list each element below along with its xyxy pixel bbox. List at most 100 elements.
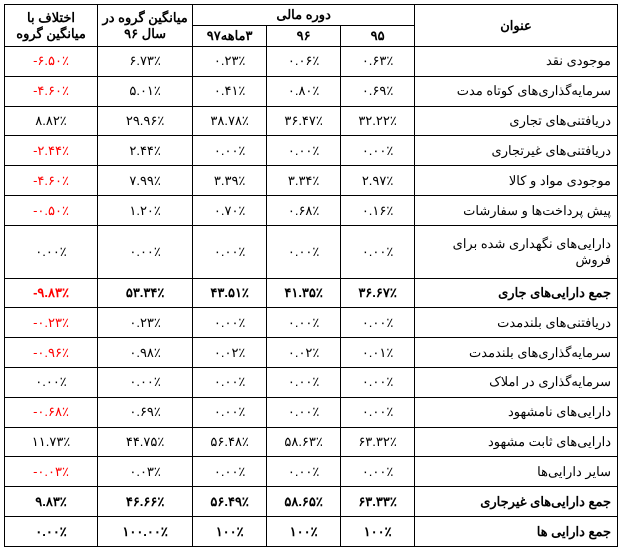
row-title: موجودی مواد و کالا — [415, 166, 618, 196]
value-cell: ٠.٠٠٪ — [267, 368, 341, 398]
value-cell: ٠.٠٠٪ — [193, 225, 267, 278]
diff-cell: -٠.٢٣٪ — [5, 308, 98, 338]
value-cell: ٠.٠١٪ — [341, 338, 415, 368]
table-row: سرمایه‌گذاری‌های بلندمدت٠.٠١٪٠.٠٢٪٠.٠٢٪٠… — [5, 338, 618, 368]
row-title: دارایی‌های نگهداری شده برای فروش — [415, 225, 618, 278]
diff-cell: -٢.۴۴٪ — [5, 136, 98, 166]
row-title: سرمایه‌گذاری‌های کوتاه مدت — [415, 76, 618, 106]
diff-cell: -٠.۵٠٪ — [5, 196, 98, 226]
value-cell: ۴٣.۵١٪ — [193, 278, 267, 308]
diff-cell: -۴.۶٠٪ — [5, 76, 98, 106]
diff-cell: ٨.٨٢٪ — [5, 106, 98, 136]
table-row: دریافتنی‌های غیرتجاری٠.٠٠٪٠.٠٠٪٠.٠٠٪٢.۴۴… — [5, 136, 618, 166]
value-cell: ٠.٠٠٪ — [193, 368, 267, 398]
table-row: سرمایه‌گذاری در املاک٠.٠٠٪٠.٠٠٪٠.٠٠٪٠.٠٠… — [5, 368, 618, 398]
diff-cell: ٠.٠٠٪ — [5, 517, 98, 547]
row-title: جمع دارایی‌های غیرجاری — [415, 487, 618, 517]
value-cell: ۵٨.۶۵٪ — [267, 487, 341, 517]
row-title: سایر دارایی‌ها — [415, 457, 618, 487]
value-cell: ٠.٠٠٪ — [267, 136, 341, 166]
value-cell: ٠.٠٠٪ — [98, 225, 193, 278]
header-avg: میانگین گروه در سال ۹۶ — [98, 5, 193, 47]
value-cell: ٠.٠٠٪ — [267, 308, 341, 338]
header-title: عنوان — [415, 5, 618, 47]
table-row: دریافتنی‌های تجاری٣٢.٢٢٪٣۶.۴٧٪٣٨.٧٨٪٢٩.٩… — [5, 106, 618, 136]
header-period: دوره مالی — [193, 5, 415, 26]
value-cell: ٠.٢٣٪ — [98, 308, 193, 338]
value-cell: ٠.٠٠٪ — [267, 397, 341, 427]
row-title: دارایی‌های نامشهود — [415, 397, 618, 427]
value-cell: ۵٨.۶٣٪ — [267, 427, 341, 457]
value-cell: ١٠٠٪ — [267, 517, 341, 547]
value-cell: ۵۶.۴٨٪ — [193, 427, 267, 457]
value-cell: ٠.٢٣٪ — [193, 47, 267, 77]
value-cell: ٣٢.٢٢٪ — [341, 106, 415, 136]
header-y96: ۹۶ — [267, 26, 341, 47]
row-title: موجودی نقد — [415, 47, 618, 77]
financial-table: عنوان دوره مالی میانگین گروه در سال ۹۶ ا… — [4, 4, 618, 547]
value-cell: ٠.٠۶٪ — [267, 47, 341, 77]
value-cell: ٠.٠٢٪ — [193, 338, 267, 368]
value-cell: ٣٨.٧٨٪ — [193, 106, 267, 136]
value-cell: ٠.٠٠٪ — [341, 397, 415, 427]
value-cell: ٣۶.۶٧٪ — [341, 278, 415, 308]
table-row: جمع دارایی‌های غیرجاری۶٣.٣٣٪۵٨.۶۵٪۵۶.۴٩٪… — [5, 487, 618, 517]
row-title: دریافتنی‌های تجاری — [415, 106, 618, 136]
value-cell: ۴۶.۶۶٪ — [98, 487, 193, 517]
header-diff: اختلاف با میانگین گروه — [5, 5, 98, 47]
value-cell: ٠.٧٠٪ — [193, 196, 267, 226]
value-cell: ١٠٠.٠٠٪ — [98, 517, 193, 547]
header-y95: ۹۵ — [341, 26, 415, 47]
value-cell: ٠.۴١٪ — [193, 76, 267, 106]
value-cell: ٠.٠٠٪ — [193, 308, 267, 338]
header-y97: ۳ماهه۹۷ — [193, 26, 267, 47]
diff-cell: -٠.٠٣٪ — [5, 457, 98, 487]
value-cell: ١.٢٠٪ — [98, 196, 193, 226]
table-row: دارایی‌های نامشهود٠.٠٠٪٠.٠٠٪٠.٠٠٪٠.۶٩٪-٠… — [5, 397, 618, 427]
diff-cell: ٠.٠٠٪ — [5, 225, 98, 278]
value-cell: ٢.٩٧٪ — [341, 166, 415, 196]
diff-cell: -۶.۵٠٪ — [5, 47, 98, 77]
value-cell: ٠.۶٩٪ — [98, 397, 193, 427]
diff-cell: -٠.٩۶٪ — [5, 338, 98, 368]
table-row: دارایی‌های ثابت مشهود۶٣.٣٢٪۵٨.۶٣٪۵۶.۴٨٪۴… — [5, 427, 618, 457]
table-row: سرمایه‌گذاری‌های کوتاه مدت٠.۶٩٪٠.٨٠٪٠.۴١… — [5, 76, 618, 106]
value-cell: ٠.٠٢٪ — [267, 338, 341, 368]
diff-cell: ٠.٠٠٪ — [5, 368, 98, 398]
value-cell: ٠.٠٠٪ — [98, 368, 193, 398]
value-cell: ۵٣.٣۴٪ — [98, 278, 193, 308]
table-row: سایر دارایی‌ها٠.٠٠٪٠.٠٠٪٠.٠٠٪٠.٠٣٪-٠.٠٣٪ — [5, 457, 618, 487]
value-cell: ٠.٠٠٪ — [341, 308, 415, 338]
row-title: دارایی‌های ثابت مشهود — [415, 427, 618, 457]
value-cell: ٧.٩٩٪ — [98, 166, 193, 196]
value-cell: ٠.٠٠٪ — [267, 225, 341, 278]
value-cell: ٠.۶٣٪ — [341, 47, 415, 77]
value-cell: ٣.٣٩٪ — [193, 166, 267, 196]
row-title: سرمایه‌گذاری در املاک — [415, 368, 618, 398]
table-row: دارایی‌های نگهداری شده برای فروش٠.٠٠٪٠.٠… — [5, 225, 618, 278]
diff-cell: -۴.۶٠٪ — [5, 166, 98, 196]
value-cell: ٠.۶٩٪ — [341, 76, 415, 106]
value-cell: ٠.٠٠٪ — [193, 136, 267, 166]
row-title: دریافتنی‌های غیرتجاری — [415, 136, 618, 166]
value-cell: ۴۴.٧۵٪ — [98, 427, 193, 457]
row-title: سرمایه‌گذاری‌های بلندمدت — [415, 338, 618, 368]
value-cell: ٠.٠٠٪ — [267, 457, 341, 487]
value-cell: ٣۶.۴٧٪ — [267, 106, 341, 136]
value-cell: ٠.٨٠٪ — [267, 76, 341, 106]
row-title: دریافتنی‌های بلندمدت — [415, 308, 618, 338]
value-cell: ٠.٠٠٪ — [193, 397, 267, 427]
value-cell: ٢.۴۴٪ — [98, 136, 193, 166]
row-title: جمع دارایی ها — [415, 517, 618, 547]
value-cell: ٣.٣۴٪ — [267, 166, 341, 196]
value-cell: ٠.٠٣٪ — [98, 457, 193, 487]
value-cell: ٠.٠٠٪ — [341, 225, 415, 278]
table-row: موجودی مواد و کالا٢.٩٧٪٣.٣۴٪٣.٣٩٪٧.٩٩٪-۴… — [5, 166, 618, 196]
value-cell: ٠.٠٠٪ — [193, 457, 267, 487]
value-cell: ۴١.٣۵٪ — [267, 278, 341, 308]
value-cell: ۵.٠١٪ — [98, 76, 193, 106]
diff-cell: -٩.٨٣٪ — [5, 278, 98, 308]
value-cell: ١٠٠٪ — [193, 517, 267, 547]
diff-cell: -٠.۶٨٪ — [5, 397, 98, 427]
table-row: موجودی نقد٠.۶٣٪٠.٠۶٪٠.٢٣٪۶.٧٣٪-۶.۵٠٪ — [5, 47, 618, 77]
